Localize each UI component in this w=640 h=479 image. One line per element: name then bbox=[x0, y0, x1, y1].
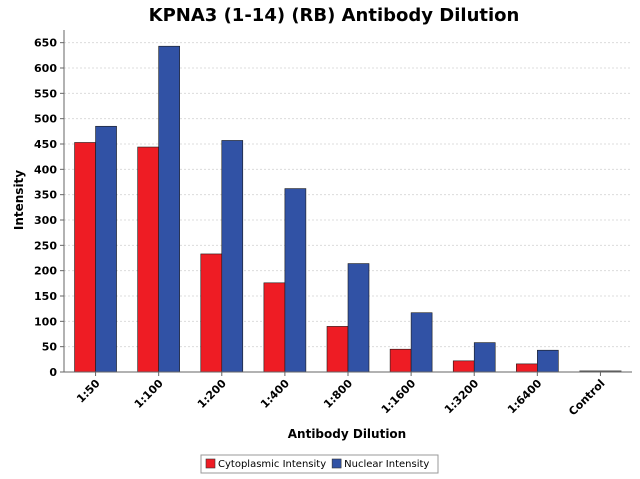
bar-nuclear bbox=[410, 312, 433, 373]
bar-nuclear bbox=[284, 188, 307, 373]
y-tick-label: 550 bbox=[34, 87, 57, 100]
y-axis-ticks: 0 50 100 150 200 250 300 350 400 450 500 550 600 650 bbox=[34, 37, 64, 379]
chart-title: KPNA3 (1-14) (RB) Antibody Dilution bbox=[149, 5, 520, 26]
y-tick-label: 650 bbox=[34, 37, 57, 50]
y-tick-label: 250 bbox=[34, 239, 57, 252]
bar-cytoplasmic bbox=[389, 348, 412, 373]
bar-cytoplasmic bbox=[452, 360, 475, 373]
legend-label-cytoplasmic: Cytoplasmic Intensity bbox=[218, 459, 326, 470]
y-tick-label: 200 bbox=[34, 265, 57, 278]
x-tick-label: 1:1600 bbox=[379, 377, 419, 417]
bar-cytoplasmic bbox=[137, 146, 159, 373]
x-axis-label: Antibody Dilution bbox=[288, 427, 406, 441]
x-tick-label: 1:800 bbox=[321, 377, 355, 411]
legend-swatch-cytoplasmic bbox=[205, 458, 216, 469]
legend: Cytoplasmic Intensity Nuclear Intensity bbox=[200, 454, 439, 474]
x-tick-label: 1:50 bbox=[74, 377, 103, 406]
bar-cytoplasmic bbox=[74, 142, 96, 373]
y-axis-label: Intensity bbox=[12, 170, 26, 230]
bar-nuclear bbox=[347, 263, 370, 373]
y-tick-label: 350 bbox=[34, 189, 57, 202]
bar-cytoplasmic bbox=[516, 363, 538, 373]
legend-box bbox=[200, 454, 439, 474]
x-tick-label: 1:3200 bbox=[442, 377, 482, 417]
legend-label-nuclear: Nuclear Intensity bbox=[344, 459, 429, 470]
y-tick-label: 400 bbox=[34, 163, 57, 176]
x-tick-label: 1:400 bbox=[258, 377, 292, 411]
bar-nuclear bbox=[158, 45, 180, 373]
bar-nuclear bbox=[95, 125, 117, 373]
bar-cytoplasmic bbox=[326, 326, 349, 373]
legend-swatch-nuclear bbox=[331, 458, 342, 469]
x-tick-label: 1:200 bbox=[195, 377, 229, 411]
x-tick-label: 1:6400 bbox=[505, 377, 545, 417]
bar-cytoplasmic bbox=[200, 253, 223, 373]
x-tick-label: 1:100 bbox=[132, 377, 166, 411]
y-tick-label: 0 bbox=[49, 366, 57, 379]
y-tick-label: 450 bbox=[34, 138, 57, 151]
bar-nuclear bbox=[473, 342, 496, 373]
bar-control bbox=[579, 370, 622, 372]
y-tick-label: 100 bbox=[34, 315, 57, 328]
bar-nuclear bbox=[221, 140, 244, 373]
y-tick-label: 500 bbox=[34, 113, 57, 126]
y-tick-label: 600 bbox=[34, 62, 57, 75]
y-tick-label: 150 bbox=[34, 290, 57, 303]
y-tick-label: 50 bbox=[42, 341, 58, 354]
x-tick-label: Control bbox=[566, 377, 607, 418]
y-tick-label: 300 bbox=[34, 214, 57, 227]
bar-nuclear bbox=[537, 349, 559, 373]
bars bbox=[74, 45, 622, 373]
x-axis-ticks: 1:50 1:100 1:200 1:400 1:800 1:1600 1:3200 1:64… bbox=[74, 372, 608, 418]
bar-cytoplasmic bbox=[263, 282, 286, 373]
